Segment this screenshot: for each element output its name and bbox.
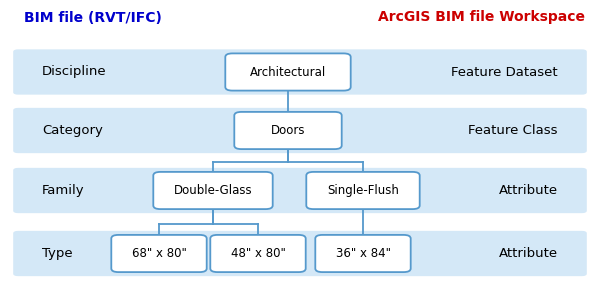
Text: Attribute: Attribute xyxy=(499,247,558,260)
Text: Architectural: Architectural xyxy=(250,65,326,79)
Text: ArcGIS BIM file Workspace: ArcGIS BIM file Workspace xyxy=(378,11,585,25)
Text: Single-Flush: Single-Flush xyxy=(327,184,399,197)
FancyBboxPatch shape xyxy=(13,49,587,95)
FancyBboxPatch shape xyxy=(210,235,306,272)
Text: Feature Dataset: Feature Dataset xyxy=(451,65,558,79)
FancyBboxPatch shape xyxy=(112,235,206,272)
FancyBboxPatch shape xyxy=(316,235,410,272)
Text: Category: Category xyxy=(42,124,103,137)
FancyBboxPatch shape xyxy=(13,108,587,153)
Text: Doors: Doors xyxy=(271,124,305,137)
FancyBboxPatch shape xyxy=(13,168,587,213)
Text: Feature Class: Feature Class xyxy=(469,124,558,137)
Text: Type: Type xyxy=(42,247,73,260)
Text: Double-Glass: Double-Glass xyxy=(173,184,253,197)
Text: BIM file (RVT/IFC): BIM file (RVT/IFC) xyxy=(24,11,162,25)
Text: 48" x 80": 48" x 80" xyxy=(230,247,286,260)
Text: Family: Family xyxy=(42,184,85,197)
Text: Discipline: Discipline xyxy=(42,65,107,79)
FancyBboxPatch shape xyxy=(13,231,587,276)
Text: 36" x 84": 36" x 84" xyxy=(335,247,391,260)
FancyBboxPatch shape xyxy=(154,172,272,209)
FancyBboxPatch shape xyxy=(306,172,420,209)
FancyBboxPatch shape xyxy=(234,112,341,149)
Text: 68" x 80": 68" x 80" xyxy=(131,247,187,260)
Text: Attribute: Attribute xyxy=(499,184,558,197)
FancyBboxPatch shape xyxy=(225,53,350,91)
